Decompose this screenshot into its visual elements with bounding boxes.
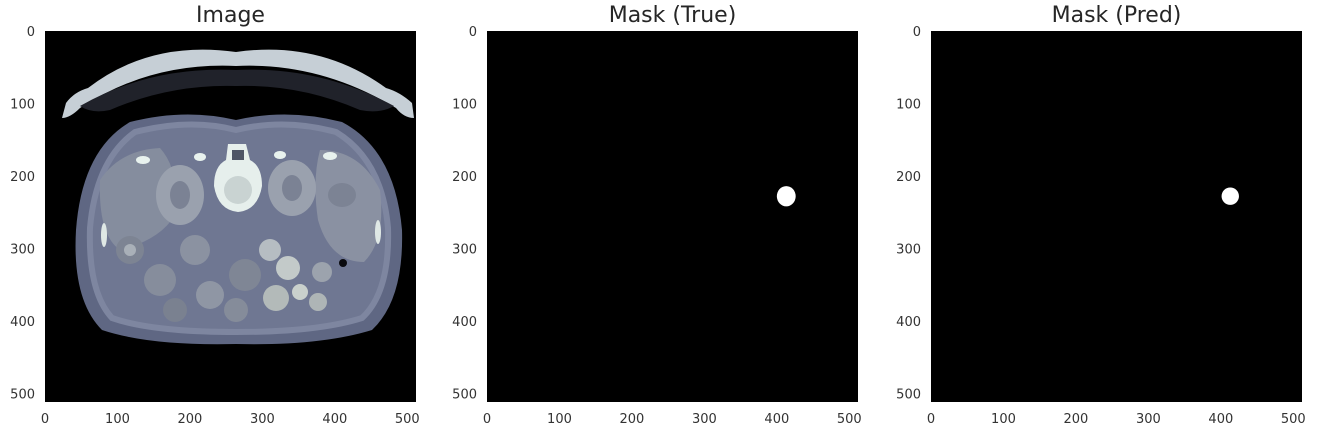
panel-title: Mask (True) <box>609 3 737 28</box>
y-tick-label: 200 <box>10 170 35 185</box>
ct-kidney-right-pelvis <box>282 175 302 201</box>
panel-mask-true: Mask (True) <box>487 3 858 402</box>
mask-pred-image <box>931 31 1302 402</box>
ct-lesion <box>328 183 356 207</box>
ct-table-inner <box>80 69 394 112</box>
mask-pred-blob <box>1221 187 1239 205</box>
ct-rib <box>375 220 381 244</box>
ct-rib <box>101 223 107 247</box>
x-tick-label: 300 <box>250 412 275 427</box>
ct-kidney-left-pelvis <box>170 181 190 209</box>
x-tick-label: 400 <box>1208 412 1233 427</box>
x-tick-label: 100 <box>547 412 572 427</box>
x-tick-label: 200 <box>178 412 203 427</box>
panel-title: Image <box>196 3 265 28</box>
ct-spinal-canal <box>232 150 244 160</box>
y-tick-label: 400 <box>10 315 35 330</box>
y-tick-label: 400 <box>452 315 477 330</box>
x-tick-label: 0 <box>41 412 49 427</box>
x-tick-label: 500 <box>1281 412 1306 427</box>
y-tick-label: 0 <box>913 25 921 40</box>
y-tick-label: 500 <box>452 387 477 402</box>
y-tick-label: 400 <box>896 315 921 330</box>
x-tick-label: 200 <box>620 412 645 427</box>
y-tick-label: 200 <box>452 170 477 185</box>
panel-mask-pred: Mask (Pred) <box>931 3 1302 402</box>
ct-fat-ring <box>86 121 392 336</box>
panel-title: Mask (Pred) <box>1052 3 1182 28</box>
y-tick-label: 500 <box>896 387 921 402</box>
y-tick-label: 100 <box>452 97 477 112</box>
ct-table <box>62 49 414 118</box>
ct-spleen <box>315 150 382 262</box>
y-tick-label: 300 <box>10 242 35 257</box>
mask-true-blob <box>776 186 796 207</box>
x-tick-label: 300 <box>1136 412 1161 427</box>
ct-vertebral-body <box>224 176 252 204</box>
ct-rib <box>136 156 150 164</box>
ct-image <box>45 31 416 402</box>
y-tick-label: 200 <box>896 170 921 185</box>
ct-rib <box>194 153 206 161</box>
x-tick-label: 0 <box>483 412 491 427</box>
x-tick-label: 0 <box>927 412 935 427</box>
y-tick-label: 0 <box>27 25 35 40</box>
ct-liver <box>99 148 176 250</box>
x-tick-label: 100 <box>991 412 1016 427</box>
panel-image: Image <box>45 3 416 402</box>
x-tick-label: 300 <box>692 412 717 427</box>
x-tick-label: 100 <box>105 412 130 427</box>
x-tick-label: 500 <box>395 412 420 427</box>
y-tick-label: 300 <box>896 242 921 257</box>
mask-background <box>487 31 858 402</box>
ct-rib <box>274 151 286 159</box>
tick-labels: 0 100 200 300 400 500 0 100 200 300 400 500 0 100 200 3… <box>10 25 1306 427</box>
x-tick-label: 200 <box>1064 412 1089 427</box>
x-tick-label: 400 <box>322 412 347 427</box>
y-tick-label: 0 <box>469 25 477 40</box>
x-tick-label: 500 <box>837 412 862 427</box>
mask-background <box>931 31 1302 402</box>
ct-rib <box>323 152 337 160</box>
y-tick-label: 100 <box>896 97 921 112</box>
ct-bowel <box>116 235 347 322</box>
x-tick-label: 400 <box>764 412 789 427</box>
y-tick-label: 500 <box>10 387 35 402</box>
y-tick-label: 300 <box>452 242 477 257</box>
mask-true-image <box>487 31 858 402</box>
y-tick-label: 100 <box>10 97 35 112</box>
